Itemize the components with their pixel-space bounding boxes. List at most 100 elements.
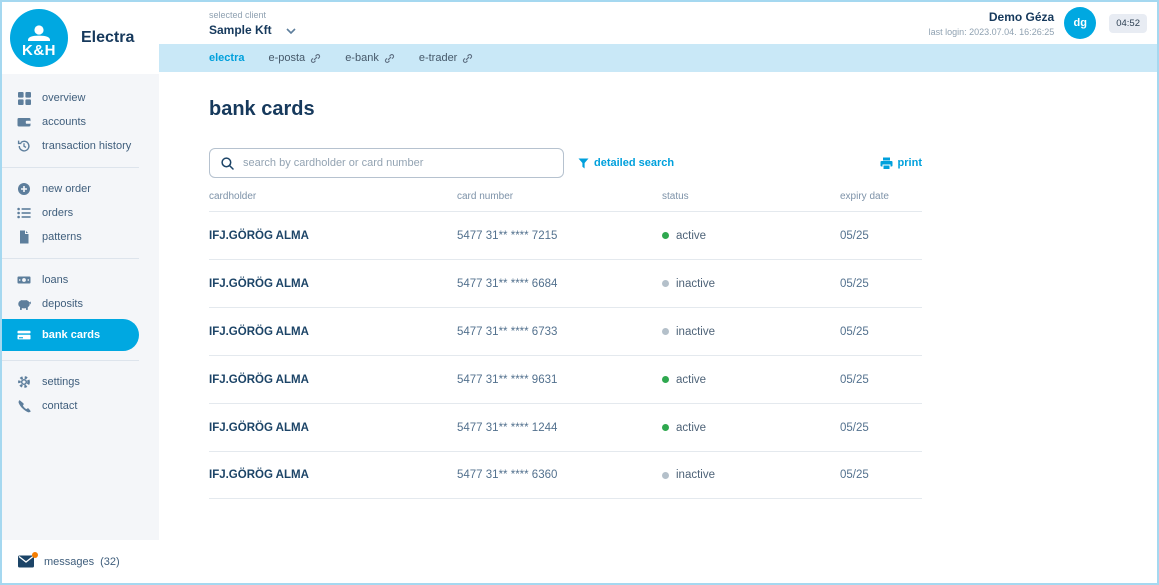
table-row[interactable]: IFJ.GÖRÖG ALMA 5477 31** **** 9631 activ… [209,355,922,403]
chevron-down-icon [286,23,296,37]
sidebar-item-patterns[interactable]: patterns [2,225,159,249]
user-area: Demo Géza last login: 2023.07.04. 16:26:… [929,7,1147,39]
logo-text: K&H [22,42,56,59]
tab-label: e-trader [418,52,458,64]
link-icon [463,53,473,63]
cardholder-cell: IFJ.GÖRÖG ALMA [209,229,309,242]
person-icon [28,25,50,41]
tab-e-bank[interactable]: e-bank [345,52,395,64]
status-cell: active [662,374,840,386]
search-icon [221,156,234,170]
sidebar-item-accounts[interactable]: accounts [2,110,159,134]
table-row[interactable]: IFJ.GÖRÖG ALMA 5477 31** **** 6360 inact… [209,451,922,499]
client-selector[interactable]: selected client Sample Kft [209,10,296,37]
grid-icon [17,91,31,105]
card-number-cell: 5477 31** **** 6733 [457,325,558,338]
status-text: active [676,373,707,386]
bank-cards-table: cardholder card number status expiry dat… [209,191,922,499]
table-row[interactable]: IFJ.GÖRÖG ALMA 5477 31** **** 7215 activ… [209,211,922,259]
tab-electra[interactable]: electra [209,52,245,64]
expiry-cell: 05/25 [840,373,869,386]
col-header-expiry-date: expiry date [840,191,889,202]
client-name: Sample Kft [209,22,272,37]
status-dot [662,424,669,431]
expiry-cell: 05/25 [840,421,869,434]
kh-logo: K&H [10,9,68,67]
sidebar-item-orders[interactable]: orders [2,201,159,225]
sidebar-item-bank-cards[interactable]: bank cards [2,319,139,351]
messages-link[interactable]: messages (32) [2,540,159,583]
card-number-cell: 5477 31** **** 6360 [457,469,558,481]
tab-label: e-bank [345,52,379,64]
selected-client-label: selected client [209,9,267,20]
status-dot [662,280,669,287]
sidebar-item-overview[interactable]: overview [2,86,159,110]
cardholder-cell: IFJ.GÖRÖG ALMA [209,325,309,338]
link-icon [384,53,394,63]
print-button[interactable]: print [880,157,922,170]
status-dot [662,376,669,383]
sidebar-item-label: bank cards [42,329,101,341]
tab-e-trader[interactable]: e-trader [419,52,474,64]
sidebar-item-settings[interactable]: settings [2,370,159,394]
status-cell: inactive [662,278,840,290]
content: bank cards detailed search print cardhol [159,72,1157,499]
history-icon [17,139,31,153]
cardholder-cell: IFJ.GÖRÖG ALMA [209,277,309,290]
col-header-card-number: card number [457,191,514,202]
piggy-bank-icon [17,297,31,311]
sidebar-item-label: transaction history [42,140,132,152]
card-number-cell: 5477 31** **** 1244 [457,421,558,434]
status-text: active [676,229,707,242]
avatar[interactable]: dg [1064,7,1097,39]
user-name: Demo Géza [988,9,1055,24]
logo-area: K&H Electra [2,2,159,74]
messages-label: messages [44,555,95,568]
sidebar-item-label: patterns [42,231,82,243]
credit-card-icon [17,328,31,342]
status-cell: active [662,422,840,434]
sidebar-item-transaction-history[interactable]: transaction history [2,134,159,158]
status-cell: inactive [662,469,840,481]
table-row[interactable]: IFJ.GÖRÖG ALMA 5477 31** **** 6733 inact… [209,307,922,355]
status-dot [662,471,669,479]
search-input[interactable] [243,157,552,169]
status-cell: active [662,230,840,242]
table-row[interactable]: IFJ.GÖRÖG ALMA 5477 31** **** 6684 inact… [209,259,922,307]
status-text: active [676,421,707,434]
printer-icon [880,157,893,170]
user-info: Demo Géza last login: 2023.07.04. 16:26:… [929,10,1055,37]
expiry-cell: 05/25 [840,469,869,481]
card-number-cell: 5477 31** **** 9631 [457,373,558,386]
sidebar: K&H Electra overview accounts [2,2,159,583]
status-text: inactive [676,325,715,338]
sidebar-divider [2,360,139,361]
sidebar-item-new-order[interactable]: new order [2,177,159,201]
col-header-status: status [662,191,689,202]
sidebar-item-label: settings [42,376,80,388]
cardholder-cell: IFJ.GÖRÖG ALMA [209,373,309,386]
wallet-icon [17,115,31,129]
toolbar: detailed search print [209,148,922,178]
page-title: bank cards [209,98,315,120]
sidebar-item-contact[interactable]: contact [2,394,159,418]
expiry-cell: 05/25 [840,277,869,290]
tab-bar: electra e-posta e-bank e-trader [159,44,1157,72]
status-dot [662,232,669,239]
detailed-search-button[interactable]: detailed search [578,157,674,169]
document-icon [17,230,31,244]
search-box [209,148,564,178]
filter-icon [578,158,589,168]
cardholder-cell: IFJ.GÖRÖG ALMA [209,421,309,434]
plus-circle-icon [17,182,31,196]
sidebar-item-label: overview [42,92,86,104]
tab-e-posta[interactable]: e-posta [268,52,321,64]
link-icon [311,53,321,63]
table-row[interactable]: IFJ.GÖRÖG ALMA 5477 31** **** 1244 activ… [209,403,922,451]
status-dot [662,328,669,335]
sidebar-item-deposits[interactable]: deposits [2,292,159,316]
card-number-cell: 5477 31** **** 7215 [457,229,558,242]
sidebar-item-loans[interactable]: loans [2,268,159,292]
status-text: inactive [676,277,715,290]
envelope-icon [18,552,38,568]
